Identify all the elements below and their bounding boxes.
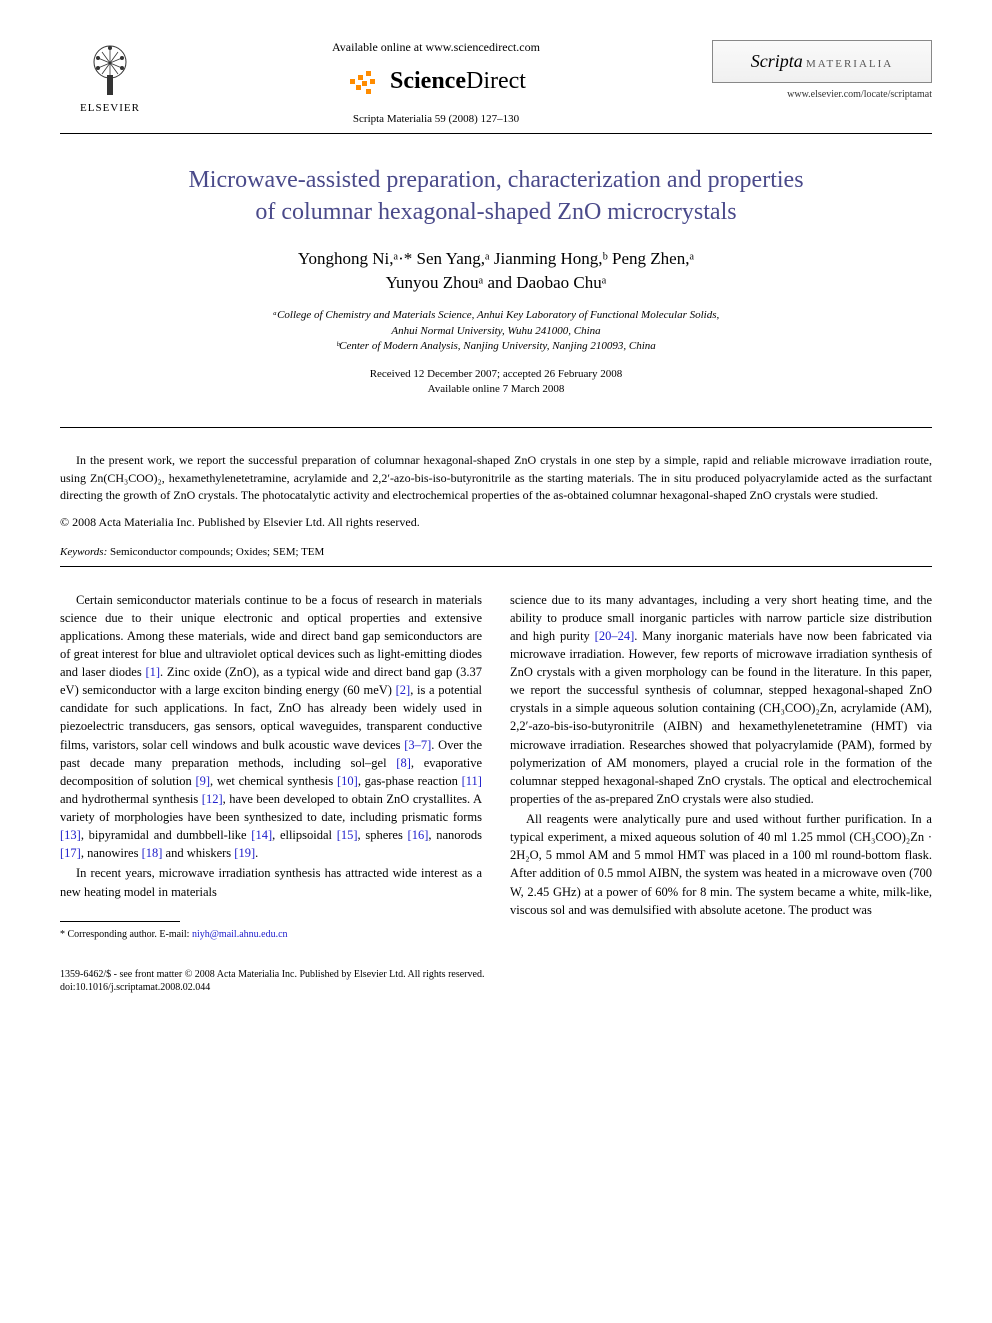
journal-header: ELSEVIER Available online at www.science… [60, 40, 932, 134]
rule-below-abstract [60, 566, 932, 567]
sciencedirect-burst-icon [346, 63, 382, 99]
corresponding-author-footnote: * Corresponding author. E-mail: niyh@mai… [60, 928, 482, 943]
article-title: Microwave-assisted preparation, characte… [60, 164, 932, 229]
right-header: Scripta MATERIALIA www.elsevier.com/loca… [712, 40, 932, 100]
sciencedirect-wordmark: ScienceDirect [390, 68, 526, 95]
center-header: Available online at www.sciencedirect.co… [160, 40, 712, 125]
abstract-text: In the present work, we report the succe… [60, 452, 932, 504]
body-paragraph: All reagents were analytically pure and … [510, 810, 932, 919]
email-link[interactable]: niyh@mail.ahnu.edu.cn [192, 929, 288, 940]
journal-cover-subtitle: MATERIALIA [806, 58, 893, 70]
keywords-values: Semiconductor compounds; Oxides; SEM; TE… [107, 546, 324, 558]
rule-above-abstract [60, 427, 932, 428]
elsevier-logo-block: ELSEVIER [60, 40, 160, 114]
available-online-text: Available online at www.sciencedirect.co… [180, 40, 692, 55]
body-paragraph: In recent years, microwave irradiation s… [60, 864, 482, 900]
footer-copyright: 1359-6462/$ - see front matter © 2008 Ac… [60, 968, 932, 981]
left-column: Certain semiconductor materials continue… [60, 591, 482, 943]
journal-cover-box: Scripta MATERIALIA [712, 40, 932, 83]
journal-reference: Scripta Materialia 59 (2008) 127–130 [180, 113, 692, 125]
body-paragraph: Certain semiconductor materials continue… [60, 591, 482, 863]
journal-url: www.elsevier.com/locate/scriptamat [712, 89, 932, 100]
elsevier-tree-icon [80, 40, 140, 100]
author-list: Yonghong Ni,ᵃ·* Sen Yang,ᵃ Jianming Hong… [60, 247, 932, 295]
sciencedirect-logo: ScienceDirect [180, 63, 692, 99]
keywords-label: Keywords: [60, 546, 107, 558]
abstract-copyright: © 2008 Acta Materialia Inc. Published by… [60, 515, 932, 530]
footnote-separator [60, 921, 180, 922]
elsevier-label: ELSEVIER [80, 102, 140, 114]
journal-cover-title: Scripta [751, 51, 803, 71]
body-paragraph: science due to its many advantages, incl… [510, 591, 932, 809]
keywords-line: Keywords: Semiconductor compounds; Oxide… [60, 546, 932, 558]
body-columns: Certain semiconductor materials continue… [60, 591, 932, 943]
affiliations: ᵃCollege of Chemistry and Materials Scie… [60, 308, 932, 354]
footer-doi: doi:10.1016/j.scriptamat.2008.02.044 [60, 981, 932, 994]
page-footer: 1359-6462/$ - see front matter © 2008 Ac… [60, 968, 932, 994]
article-dates: Received 12 December 2007; accepted 26 F… [60, 367, 932, 398]
right-column: science due to its many advantages, incl… [510, 591, 932, 943]
